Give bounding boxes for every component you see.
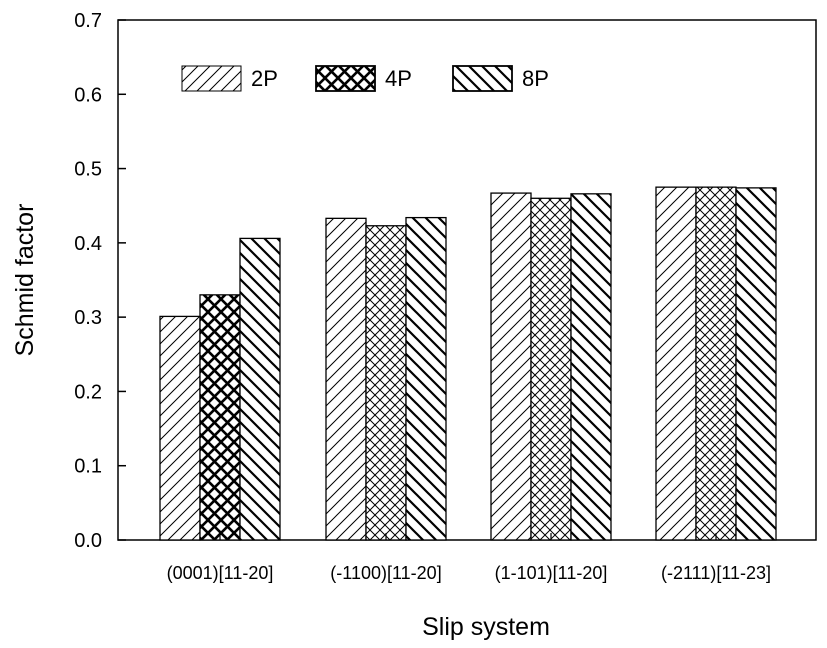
legend-label-8P: 8P (522, 66, 549, 91)
legend-swatch-8P (452, 65, 513, 92)
legend-label-2P: 2P (251, 66, 278, 91)
legend-swatch-2P (181, 65, 242, 92)
y-tick-label: 0.3 (74, 307, 102, 329)
y-tick-label: 0.2 (74, 381, 102, 403)
x-axis: (0001)[11-20] (-1100)[11-20] (1-101)[11-20… (167, 533, 771, 583)
bar-8P-3 (735, 187, 777, 541)
x-category-label: (0001)[11-20] (167, 563, 274, 583)
bar-8P-1 (405, 216, 447, 541)
legend: 2P 4P 8P (181, 65, 549, 92)
legend-swatch-4P (315, 65, 376, 92)
bar-4P-2 (530, 197, 572, 541)
x-axis-title: Slip system (422, 613, 550, 641)
x-category-label: (1-101)[11-20] (495, 563, 608, 583)
y-tick-label: 0.7 (74, 10, 102, 32)
x-category-label: (-2111)[11-23] (661, 563, 771, 583)
legend-label-4P: 4P (385, 66, 412, 91)
bar-8P-0 (239, 237, 281, 541)
bar-8P-2 (570, 193, 612, 541)
y-tick-label: 0.0 (74, 530, 102, 552)
bar-2P-0 (159, 315, 201, 541)
y-axis: 0.0 0.1 0.2 0.3 0.4 0.5 0.6 0.7 (74, 10, 126, 552)
bar-4P-0 (199, 294, 241, 541)
y-tick-label: 0.5 (74, 159, 102, 181)
bar-2P-3 (655, 186, 697, 541)
bar-4P-3 (695, 186, 737, 541)
y-tick-label: 0.1 (74, 456, 102, 478)
y-axis-title: Schmid factor (11, 204, 39, 357)
bar-4P-1 (365, 225, 407, 541)
x-category-label: (-1100)[11-20] (330, 563, 441, 583)
bar-2P-1 (325, 217, 367, 541)
bars-layer (159, 186, 777, 541)
plot-area-frame (117, 19, 817, 541)
y-tick-label: 0.6 (74, 84, 102, 106)
bar-2P-2 (490, 192, 532, 541)
y-tick-label: 0.4 (74, 233, 102, 255)
